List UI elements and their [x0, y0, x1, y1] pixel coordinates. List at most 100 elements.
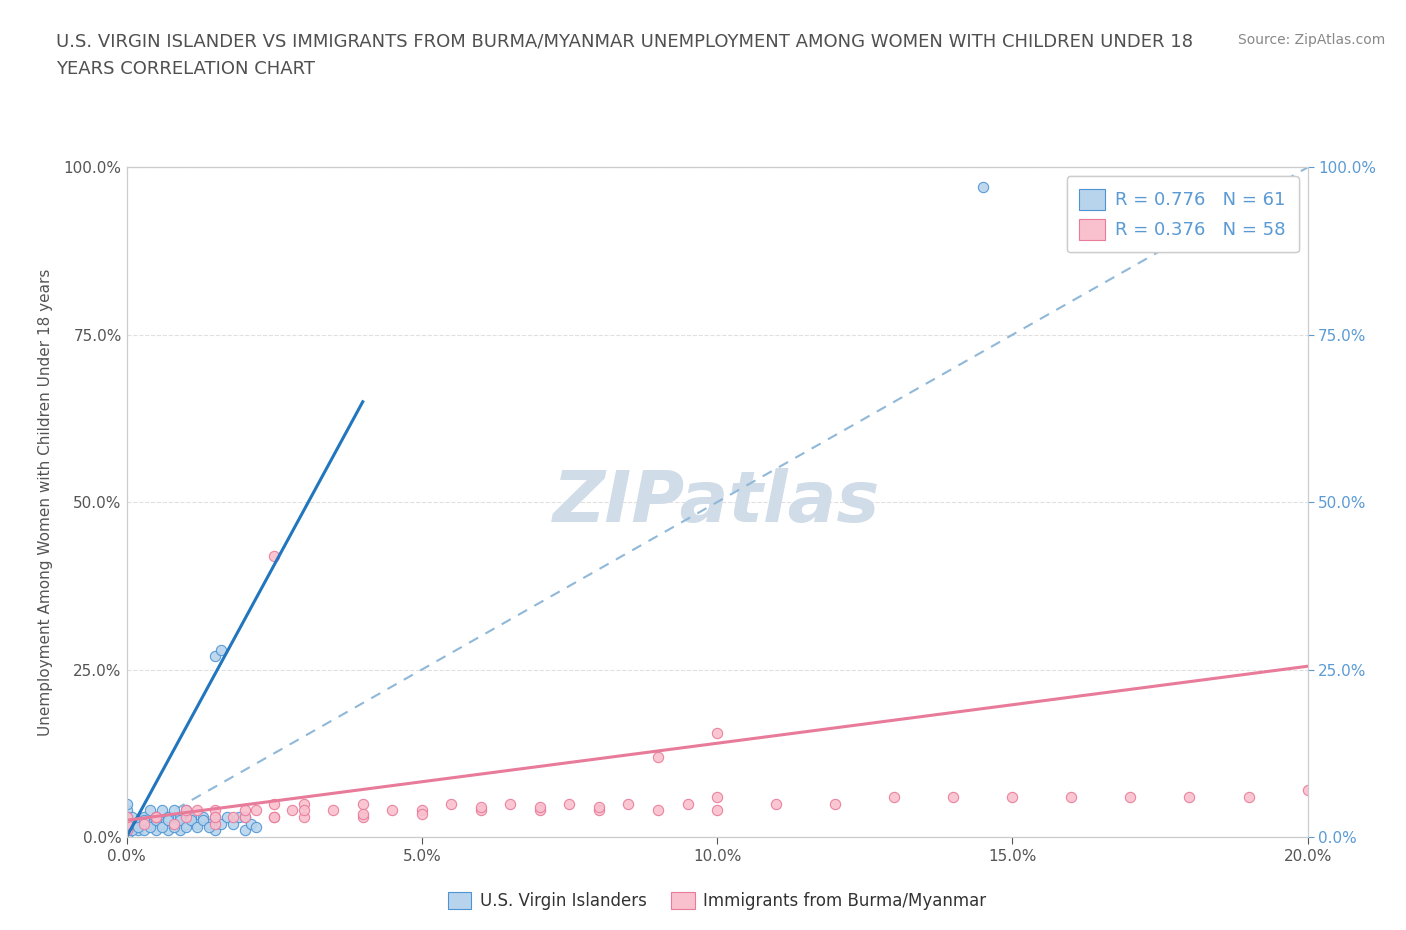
Point [381, 803, 404, 817]
Point [121, 823, 143, 838]
Point [193, 813, 215, 828]
Point [1296, 783, 1319, 798]
Point [193, 809, 215, 824]
Point [529, 803, 551, 817]
Point [204, 649, 226, 664]
Point [198, 817, 221, 831]
Point [824, 796, 846, 811]
Point [115, 817, 138, 831]
Point [411, 806, 433, 821]
Point [115, 803, 138, 817]
Point [156, 823, 179, 838]
Point [706, 803, 728, 817]
Point [209, 817, 232, 831]
Point [145, 809, 167, 824]
Point [222, 817, 245, 831]
Point [617, 796, 640, 811]
Point [292, 796, 315, 811]
Point [174, 817, 197, 831]
Legend: R = 0.776   N = 61, R = 0.376   N = 58: R = 0.776 N = 61, R = 0.376 N = 58 [1067, 177, 1299, 252]
Point [169, 823, 191, 838]
Point [115, 809, 138, 824]
Point [411, 803, 433, 817]
Point [263, 796, 285, 811]
Point [163, 819, 186, 834]
Point [174, 803, 197, 817]
Point [765, 796, 787, 811]
Point [529, 800, 551, 815]
Point [115, 830, 138, 844]
Point [352, 809, 374, 824]
Point [115, 796, 138, 811]
Point [883, 790, 905, 804]
Point [706, 725, 728, 740]
Point [470, 800, 492, 815]
Point [156, 813, 179, 828]
Point [263, 809, 285, 824]
Point [115, 823, 138, 838]
Point [127, 823, 149, 838]
Point [588, 800, 610, 815]
Point [233, 809, 256, 824]
Point [174, 809, 197, 824]
Point [647, 750, 669, 764]
Point [1001, 790, 1024, 804]
Point [209, 642, 232, 657]
Point [127, 819, 149, 834]
Point [121, 817, 143, 831]
Point [115, 830, 138, 844]
Point [215, 809, 238, 824]
Point [228, 809, 250, 824]
Point [1119, 790, 1142, 804]
Point [204, 823, 226, 838]
Point [163, 803, 186, 817]
Point [115, 823, 138, 838]
Point [440, 796, 463, 811]
Point [1178, 790, 1201, 804]
Point [245, 803, 267, 817]
Point [169, 813, 191, 828]
Point [139, 803, 162, 817]
Point [127, 817, 149, 831]
Point [115, 817, 138, 831]
Point [281, 803, 304, 817]
Point [174, 819, 197, 834]
Point [204, 809, 226, 824]
Point [139, 819, 162, 834]
Point [470, 803, 492, 817]
Point [558, 796, 581, 811]
Point [163, 817, 186, 831]
Point [134, 817, 156, 831]
Point [233, 803, 256, 817]
Point [134, 813, 156, 828]
Point [239, 817, 262, 831]
Text: Source: ZipAtlas.com: Source: ZipAtlas.com [1237, 33, 1385, 46]
Point [198, 819, 221, 834]
Point [352, 806, 374, 821]
Point [292, 809, 315, 824]
Point [150, 803, 173, 817]
Point [292, 803, 315, 817]
Point [115, 823, 138, 838]
Point [145, 809, 167, 824]
Y-axis label: Unemployment Among Women with Children Under 18 years: Unemployment Among Women with Children U… [38, 269, 52, 736]
Point [647, 803, 669, 817]
Point [588, 803, 610, 817]
Point [121, 809, 143, 824]
Text: ZIPatlas: ZIPatlas [554, 468, 880, 537]
Text: YEARS CORRELATION CHART: YEARS CORRELATION CHART [56, 60, 315, 78]
Point [115, 830, 138, 844]
Point [204, 817, 226, 831]
Point [186, 817, 208, 831]
Point [186, 819, 208, 834]
Point [972, 180, 994, 195]
Legend: U.S. Virgin Islanders, Immigrants from Burma/Myanmar: U.S. Virgin Islanders, Immigrants from B… [441, 885, 993, 917]
Point [1237, 790, 1260, 804]
Point [145, 813, 167, 828]
Point [134, 809, 156, 824]
Point [204, 803, 226, 817]
Point [322, 803, 344, 817]
Point [145, 809, 167, 824]
Point [156, 809, 179, 824]
Point [222, 809, 245, 824]
